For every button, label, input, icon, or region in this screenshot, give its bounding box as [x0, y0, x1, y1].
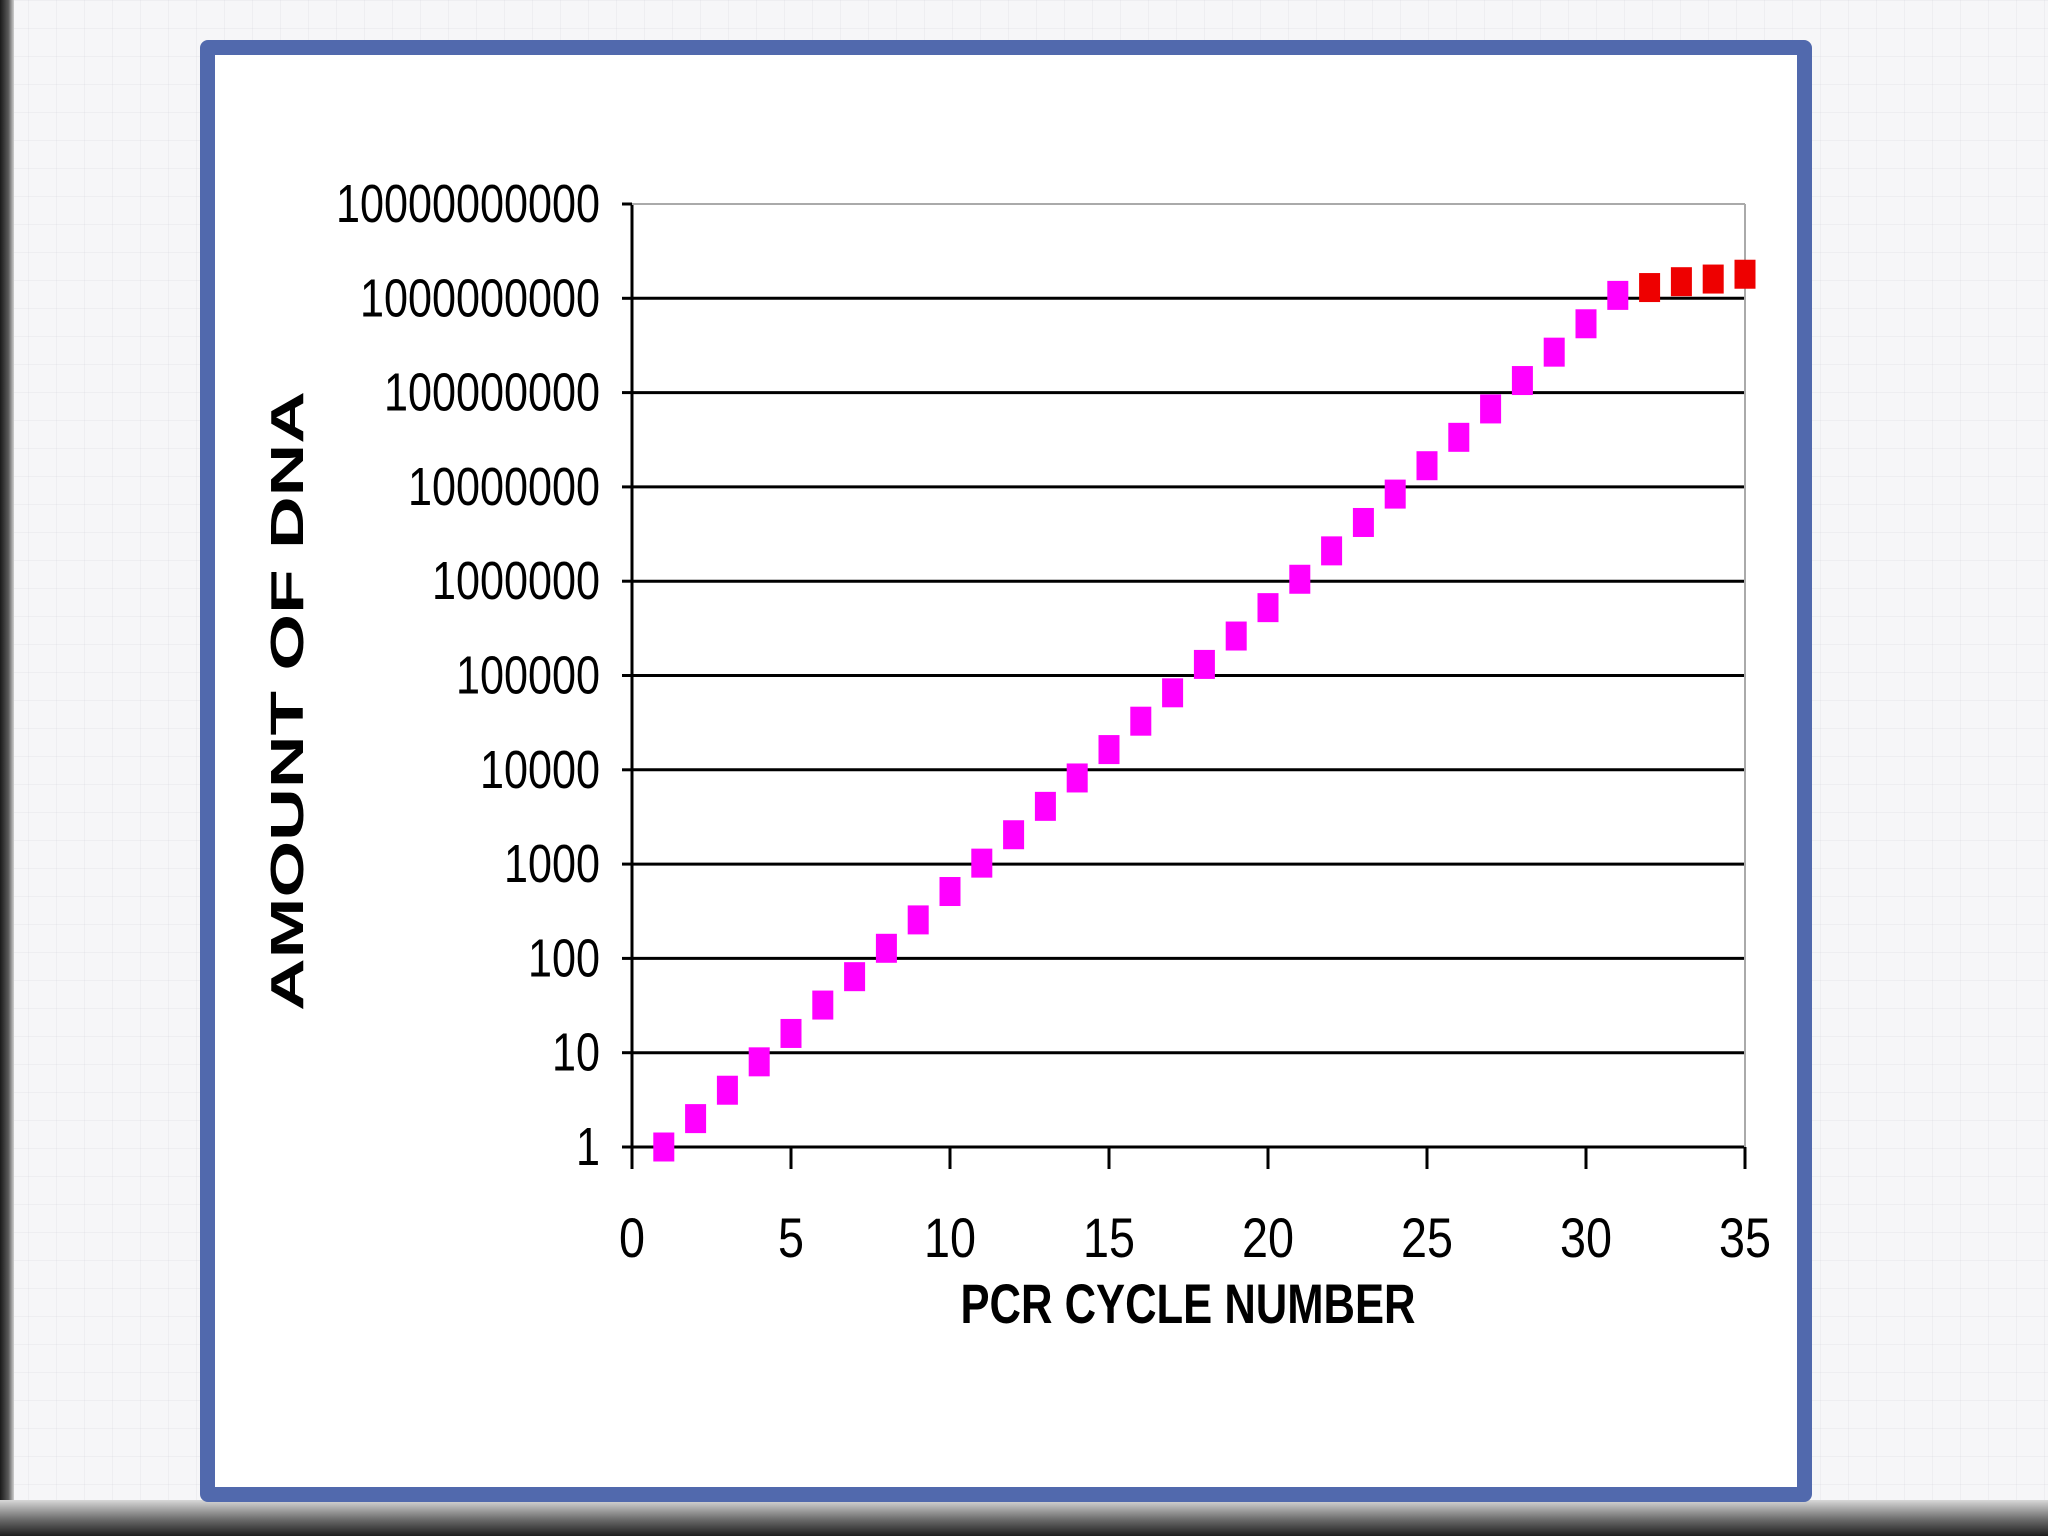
data-point — [1702, 264, 1724, 294]
y-tick-label: 10000000000 — [336, 174, 600, 234]
x-tick-label: 0 — [619, 1206, 645, 1269]
x-tick-label: 10 — [924, 1206, 976, 1269]
data-point — [1543, 337, 1565, 367]
data-point — [1607, 280, 1629, 310]
x-tick-label: 25 — [1401, 1206, 1453, 1269]
data-point — [1098, 735, 1120, 765]
data-point — [812, 990, 834, 1020]
y-tick-label: 10 — [552, 1023, 600, 1083]
y-axis-title: AMOUNT OF DNA — [261, 391, 313, 1011]
data-point — [971, 848, 993, 878]
x-tick-label: 35 — [1719, 1206, 1771, 1269]
data-point — [1193, 649, 1215, 679]
data-point — [875, 933, 897, 963]
data-point — [1257, 593, 1279, 623]
data-point — [1384, 479, 1406, 509]
data-point — [1480, 394, 1502, 424]
data-point — [653, 1132, 675, 1162]
data-point — [1575, 309, 1597, 339]
data-point — [1734, 259, 1756, 289]
y-tick-label: 1 — [576, 1117, 600, 1177]
x-tick-label: 20 — [1242, 1206, 1294, 1269]
y-tick-label: 100 — [528, 928, 600, 988]
gridlines — [632, 203, 1745, 1055]
x-tick-label: 30 — [1560, 1206, 1612, 1269]
x-tick-label: 5 — [778, 1206, 804, 1269]
data-point — [685, 1104, 707, 1134]
data-point — [748, 1047, 770, 1077]
data-point — [780, 1018, 802, 1048]
data-point — [1321, 536, 1343, 566]
data-points — [653, 259, 1756, 1162]
y-tick-label: 100000000 — [384, 363, 600, 423]
data-point — [1066, 763, 1088, 793]
data-point — [907, 905, 929, 935]
x-axis-title: PCR CYCLE NUMBER — [961, 1272, 1416, 1335]
data-point — [1289, 564, 1311, 594]
data-point — [1162, 678, 1184, 708]
data-point — [844, 962, 866, 992]
y-tick-label: 10000000 — [408, 457, 600, 517]
data-point — [1448, 422, 1470, 452]
slide-left-edge — [0, 0, 14, 1536]
y-tick-label: 10000 — [480, 740, 600, 800]
data-point — [1034, 791, 1056, 821]
y-tick-labels: 1 10 100 1000 10000 100000 1000000 10000000 1000… — [336, 174, 632, 1177]
data-point — [1003, 820, 1025, 850]
data-point — [1670, 267, 1692, 297]
data-point — [1130, 706, 1152, 736]
data-point — [1639, 273, 1661, 303]
y-tick-label: 100000 — [456, 646, 600, 706]
data-point — [1511, 366, 1533, 396]
chart-frame: 1 10 100 1000 10000 100000 1000000 10000000 1000… — [200, 40, 1812, 1502]
data-point — [1225, 621, 1247, 651]
x-tick-labels: 0 5 10 15 20 25 30 35 — [619, 1147, 1771, 1269]
y-tick-label: 1000000 — [432, 551, 600, 611]
x-tick-label: 15 — [1083, 1206, 1135, 1269]
chart: 1101001000100001000001000000100000001000… — [261, 174, 1771, 1335]
slide-bottom-edge — [0, 1500, 2048, 1536]
data-point — [1352, 507, 1374, 537]
y-tick-label: 1000 — [504, 834, 600, 894]
data-point — [1416, 451, 1438, 481]
y-tick-label: 1000000000 — [360, 268, 600, 328]
data-point — [716, 1075, 738, 1105]
data-point — [939, 877, 961, 907]
